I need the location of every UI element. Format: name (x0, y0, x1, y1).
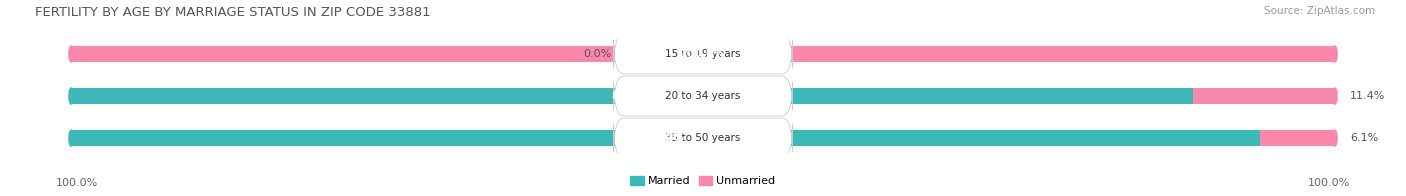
Text: 100.0%: 100.0% (56, 178, 98, 188)
Text: 15 to 19 years: 15 to 19 years (665, 49, 741, 59)
Bar (72, 46, 1334, 62)
Bar (72, 88, 1192, 104)
Circle shape (1333, 46, 1337, 62)
Text: 100.0%: 100.0% (1308, 178, 1350, 188)
Bar (72, 130, 1334, 146)
Circle shape (69, 88, 73, 104)
FancyBboxPatch shape (613, 34, 793, 74)
Text: 88.6%: 88.6% (612, 91, 650, 101)
Circle shape (1333, 46, 1337, 62)
Bar (72, 130, 1260, 146)
Bar (72, 46, 1334, 62)
Circle shape (69, 46, 73, 62)
Legend: Married, Unmarried: Married, Unmarried (626, 171, 780, 191)
Text: Source: ZipAtlas.com: Source: ZipAtlas.com (1264, 6, 1375, 16)
FancyBboxPatch shape (72, 88, 1334, 104)
Text: FERTILITY BY AGE BY MARRIAGE STATUS IN ZIP CODE 33881: FERTILITY BY AGE BY MARRIAGE STATUS IN Z… (35, 6, 430, 19)
FancyBboxPatch shape (72, 46, 1334, 62)
Circle shape (1333, 130, 1337, 146)
Circle shape (69, 46, 73, 62)
Bar (1192, 88, 1334, 104)
Text: 6.1%: 6.1% (1350, 133, 1378, 143)
Circle shape (69, 88, 73, 104)
FancyBboxPatch shape (613, 118, 793, 158)
Text: 100.0%: 100.0% (681, 49, 725, 59)
Circle shape (1333, 88, 1337, 104)
Text: 93.9%: 93.9% (645, 133, 683, 143)
Circle shape (1333, 88, 1337, 104)
Text: 11.4%: 11.4% (1350, 91, 1385, 101)
Text: 35 to 50 years: 35 to 50 years (665, 133, 741, 143)
Circle shape (1333, 130, 1337, 146)
Circle shape (69, 130, 73, 146)
FancyBboxPatch shape (72, 130, 1334, 146)
FancyBboxPatch shape (72, 46, 1334, 62)
Text: 0.0%: 0.0% (583, 49, 612, 59)
Bar (72, 88, 1334, 104)
Bar (1260, 130, 1334, 146)
FancyBboxPatch shape (613, 76, 793, 116)
Text: 20 to 34 years: 20 to 34 years (665, 91, 741, 101)
Circle shape (69, 130, 73, 146)
